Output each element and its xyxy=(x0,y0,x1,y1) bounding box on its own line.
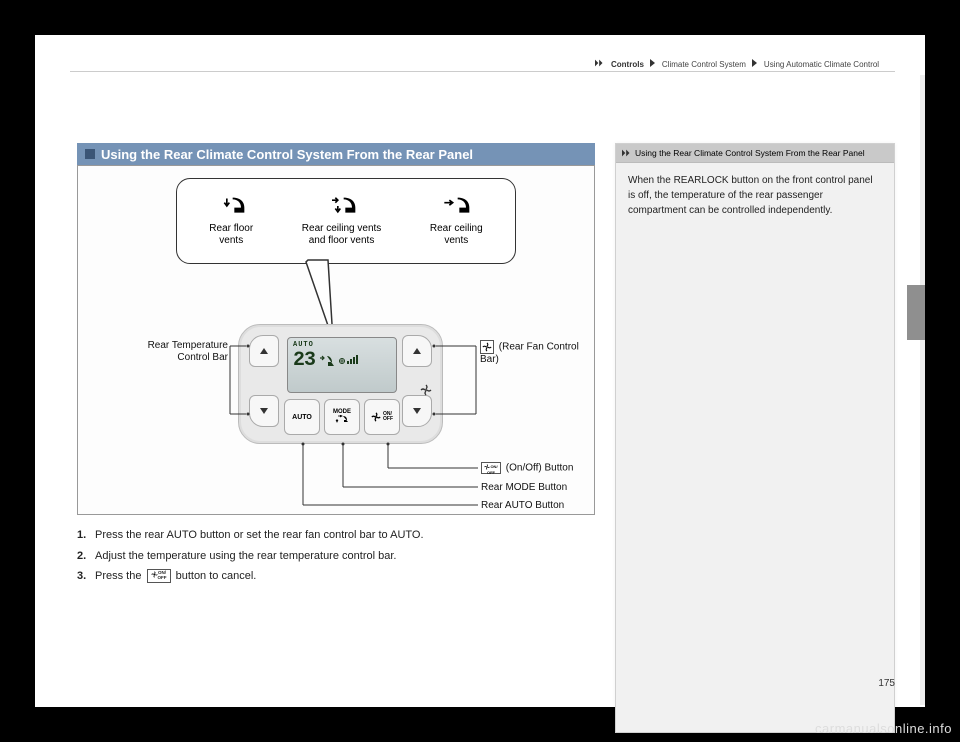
chevron-double-icon xyxy=(595,59,605,69)
rear-onoff-button[interactable]: ON/ OFF xyxy=(364,399,400,435)
both-vent-icon xyxy=(325,196,359,220)
divider xyxy=(70,71,895,72)
chevron-icon xyxy=(650,59,656,69)
square-bullet-icon xyxy=(85,149,95,159)
fan-icon xyxy=(371,412,381,422)
lcd-vent-icon xyxy=(319,354,335,368)
vent-label: Rear ceiling vents and floor vents xyxy=(302,223,381,246)
fan-up-button[interactable] xyxy=(402,335,432,367)
watermark: carmanualsonline.info xyxy=(815,721,952,736)
lcd-temp: 23 xyxy=(293,349,391,372)
vent-mode-both: Rear ceiling vents and floor vents xyxy=(302,196,381,247)
page: Controls Climate Control System Using Au… xyxy=(35,35,925,707)
rear-auto-button[interactable]: AUTO xyxy=(284,399,320,435)
breadcrumb-level3: Using Automatic Climate Control xyxy=(764,60,879,69)
fan-icon xyxy=(480,340,494,354)
down-triangle-icon xyxy=(413,408,421,414)
breadcrumb-level1: Controls xyxy=(611,60,644,69)
vent-label: Rear floor vents xyxy=(209,223,253,246)
up-triangle-icon xyxy=(260,348,268,354)
sidebar-header: Using the Rear Climate Control System Fr… xyxy=(616,144,894,163)
label-fan-bar: (Rear Fan Control Bar) xyxy=(480,340,580,366)
side-tab-strip xyxy=(920,75,925,705)
mode-icon xyxy=(335,415,349,423)
breadcrumb-level2: Climate Control System xyxy=(662,60,746,69)
vent-mode-floor: Rear floor vents xyxy=(209,196,253,247)
step-3: 3. Press the ON/OFF button to cancel. xyxy=(77,568,595,585)
step-2: 2. Adjust the temperature using the rear… xyxy=(77,548,595,565)
onoff-icon: ON/OFF xyxy=(481,462,501,474)
diagram-frame: Rear floor vents Rear ceiling vents and … xyxy=(77,165,595,515)
instruction-steps: 1. Press the rear AUTO button or set the… xyxy=(77,527,595,589)
onoff-icon: ON/OFF xyxy=(147,569,171,583)
fan-down-button[interactable] xyxy=(402,395,432,427)
lcd-display: AUTO 23 xyxy=(287,337,397,393)
sidebar-body: When the REARLOCK button on the front co… xyxy=(616,163,894,228)
lcd-fan-bars-icon xyxy=(339,352,359,370)
section-heading: Using the Rear Climate Control System Fr… xyxy=(77,143,595,165)
breadcrumb: Controls Climate Control System Using Au… xyxy=(595,59,895,69)
lcd-auto-text: AUTO xyxy=(293,341,391,349)
rear-mode-button[interactable]: MODE xyxy=(324,399,360,435)
side-tab-marker xyxy=(907,285,925,340)
vent-mode-ceiling: Rear ceiling vents xyxy=(430,196,483,247)
ceiling-vent-icon xyxy=(439,196,473,220)
rear-control-unit: AUTO MODE ON/ OFF AUTO 2 xyxy=(238,324,443,444)
temp-down-button[interactable] xyxy=(249,395,279,427)
label-temp-bar: Rear Temperature Control Bar xyxy=(128,340,228,363)
temp-up-button[interactable] xyxy=(249,335,279,367)
chevron-icon xyxy=(752,59,758,69)
page-number: 175 xyxy=(878,678,895,689)
step-1: 1. Press the rear AUTO button or set the… xyxy=(77,527,595,544)
info-sidebar: Using the Rear Climate Control System Fr… xyxy=(615,143,895,733)
label-auto-btn: Rear AUTO Button xyxy=(481,500,631,512)
label-onoff-btn: ON/OFF (On/Off) Button xyxy=(481,462,601,474)
chevron-double-icon xyxy=(622,149,632,157)
label-mode-btn: Rear MODE Button xyxy=(481,482,631,494)
floor-vent-icon xyxy=(214,196,248,220)
up-triangle-icon xyxy=(413,348,421,354)
down-triangle-icon xyxy=(260,408,268,414)
vent-modes-callout: Rear floor vents Rear ceiling vents and … xyxy=(176,178,516,264)
section-title: Using the Rear Climate Control System Fr… xyxy=(101,147,473,162)
vent-label: Rear ceiling vents xyxy=(430,223,483,246)
